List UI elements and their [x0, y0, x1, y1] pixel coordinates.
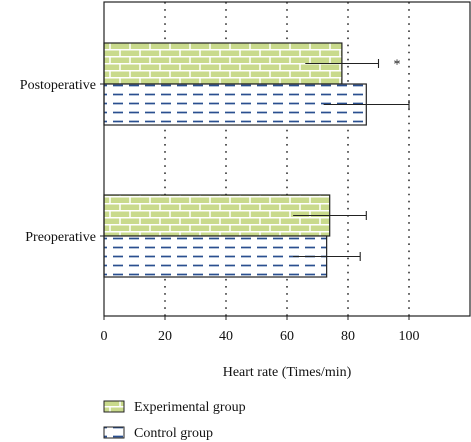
x-tick-label-80: 80 — [341, 329, 355, 344]
x-tick-label-100: 100 — [399, 329, 420, 344]
x-tick-label-60: 60 — [280, 329, 294, 344]
category-label-preoperative: Preoperative — [25, 230, 96, 245]
legend-swatch-experimental — [103, 400, 125, 413]
legend-swatch-control — [103, 426, 125, 439]
x-tick-labels: 0 20 40 60 80 100 — [101, 329, 420, 344]
bars: * — [103, 42, 410, 278]
bar-control-preoperative — [103, 235, 328, 278]
legend-label-control: Control group — [134, 426, 213, 441]
grid-lines — [164, 2, 410, 316]
x-tick-label-40: 40 — [219, 329, 233, 344]
x-tick-label-20: 20 — [158, 329, 172, 344]
x-axis-title: Heart rate (Times/min) — [223, 365, 352, 380]
axes — [100, 1, 471, 320]
legend: Experimental group Control group — [103, 400, 246, 441]
x-tick-label-0: 0 — [101, 329, 108, 344]
category-labels: Postoperative Preoperative — [20, 78, 96, 245]
category-label-postoperative: Postoperative — [20, 78, 96, 93]
legend-label-experimental: Experimental group — [134, 400, 246, 415]
significance-marker: * — [394, 58, 401, 73]
